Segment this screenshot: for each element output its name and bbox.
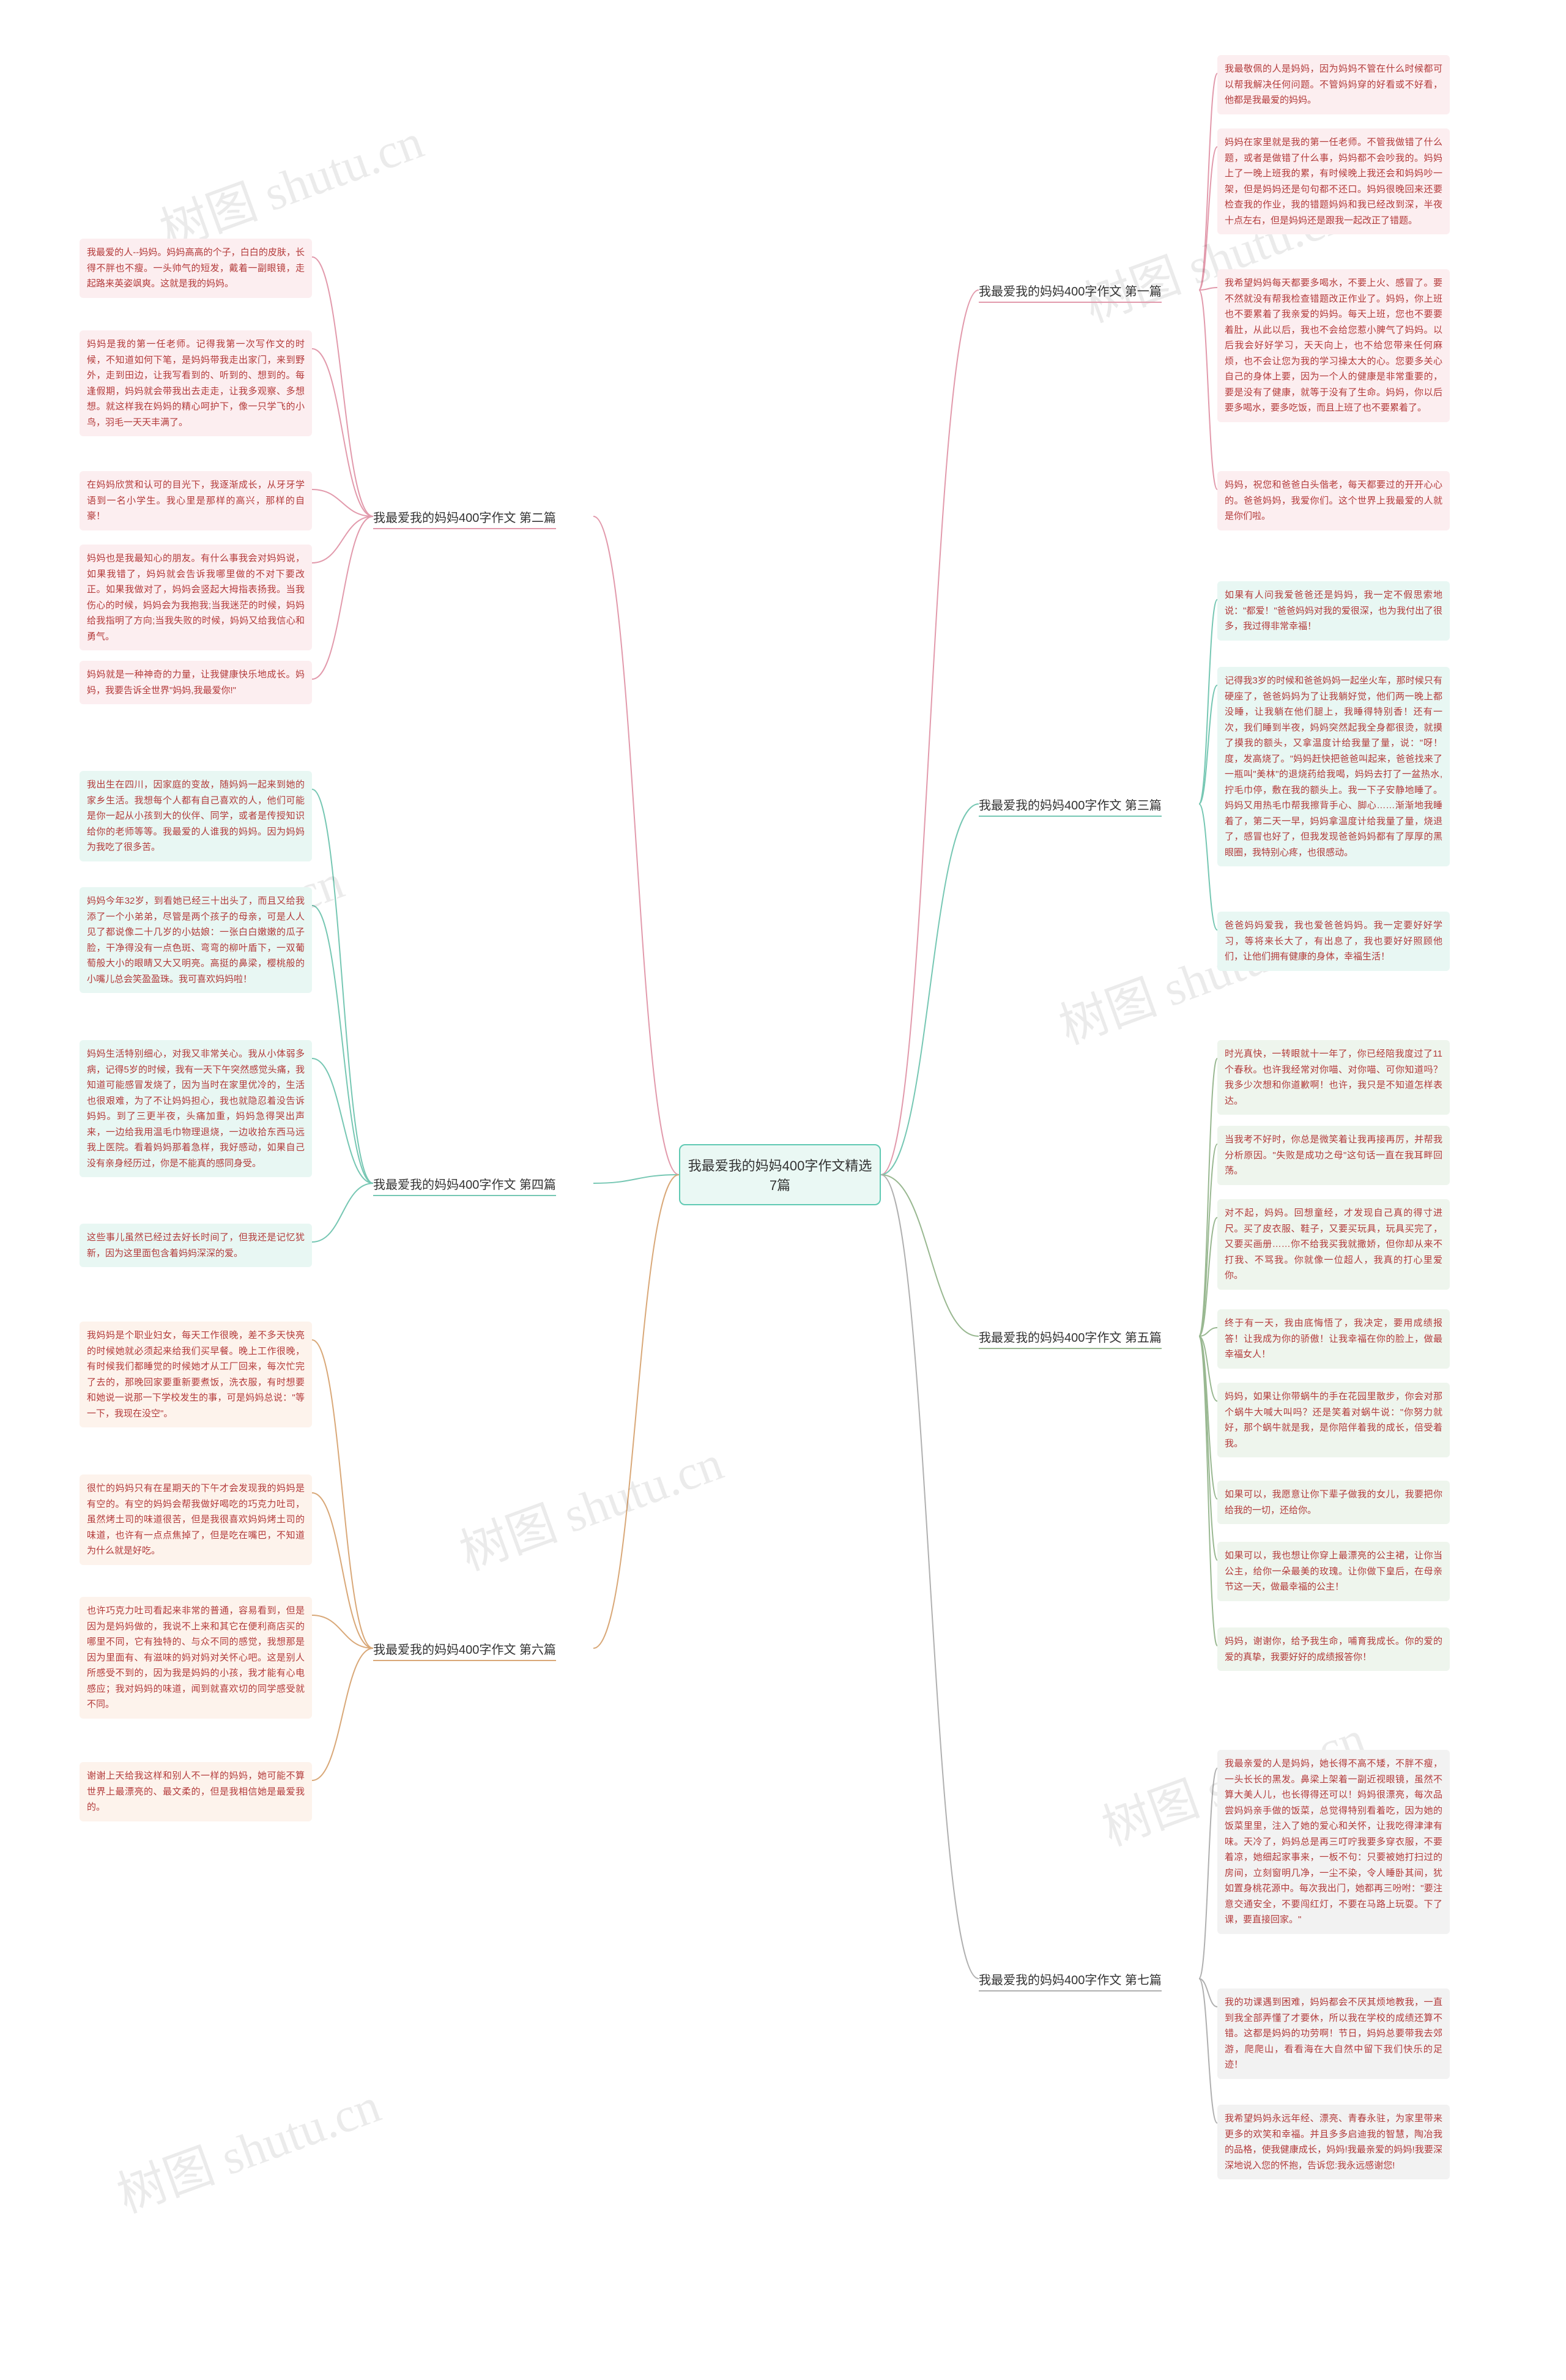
connector [1199,1979,1217,2123]
connector [312,257,373,516]
leaf-text: 这些事儿虽然已经过去好长时间了，但我还是记忆犹新，因为这里面包含着妈妈深深的爱。 [80,1224,312,1267]
connector [881,1175,979,1336]
branch-label: 我最爱我的妈妈400字作文 第六篇 [373,1640,556,1661]
leaf-text: 妈妈生活特别细心，对我又非常关心。我从小体弱多病，记得5岁的时候，我有一天下午突… [80,1040,312,1177]
connector [1199,1218,1217,1336]
branch-label: 我最爱我的妈妈400字作文 第三篇 [979,795,1162,817]
leaf-text: 记得我3岁的时候和爸爸妈妈一起坐火车，那时候只有硬座了，爸爸妈妈为了让我躺好觉，… [1217,667,1450,866]
connector [312,1058,373,1183]
leaf-text: 在妈妈欣赏和认可的目光下，我逐渐成长，从牙牙学语到一名小学生。我心里是那样的高兴… [80,471,312,530]
connector [312,789,373,1183]
center-node: 我最爱我的妈妈400字作文精选7篇 [679,1144,881,1205]
connector [1199,1336,1217,1499]
connector [1199,1979,1217,2007]
connector [312,906,373,1183]
leaf-text: 妈妈在家里就是我的第一任老师。不管我做错了什么题，或者是做错了什么事，妈妈都不会… [1217,128,1450,234]
center-title: 我最爱我的妈妈400字作文精选7篇 [686,1155,874,1194]
leaf-text: 我希望妈妈永远年经、漂亮、青春永驻，为家里带来更多的欢笑和幸福。并且多多启迪我的… [1217,2105,1450,2179]
connector [1199,1058,1217,1336]
leaf-text: 妈妈，谢谢你，给予我生命，哺育我成长。你的爱的爱的真挚，我要好好的成绩报答你！ [1217,1627,1450,1671]
leaf-text: 妈妈今年32岁，到看她已经三十出头了，而且又给我添了一个小弟弟，尽管是两个孩子的… [80,887,312,993]
branch-label: 我最爱我的妈妈400字作文 第四篇 [373,1175,556,1196]
connector [881,1175,979,1979]
connector [1199,600,1217,804]
leaf-text: 如果可以，我愿意让你下辈子做我的女儿，我要把你给我的一切，还给你。 [1217,1481,1450,1524]
connector [1199,1336,1217,1401]
connector [312,349,373,516]
leaf-text: 如果有人问我爱爸爸还是妈妈，我一定不假思索地说："都爱！"爸爸妈妈对我的爱很深，… [1217,581,1450,641]
connector [1199,1328,1217,1336]
connector [312,1340,373,1648]
leaf-text: 终于有一天，我由底悔悟了，我决定，要用成绩报答！让我成为你的骄傲！让我幸福在你的… [1217,1309,1450,1369]
connector [312,516,373,679]
watermark: 树图 shutu.cn [106,2066,388,2227]
connector [312,489,373,516]
leaf-text: 时光真快，一转眼就十一年了，你已经陪我度过了11个春秋。也许我经常对你喵、对你喵… [1217,1040,1450,1115]
leaf-text: 我妈妈是个职业妇女，每天工作很晚，差不多天快亮的时候她就必须起来给我们买早餐。晚… [80,1322,312,1427]
watermark: 树图 shutu.cn [449,1424,731,1585]
branch-label: 我最爱我的妈妈400字作文 第五篇 [979,1328,1162,1349]
leaf-text: 我最亲爱的人是妈妈，她长得不高不矮，不胖不瘦，一头长长的黑发。鼻梁上架着一副近视… [1217,1750,1450,1934]
leaf-text: 我希望妈妈每天都要多喝水，不要上火、感冒了。要不然就没有帮我检查错题改正作业了。… [1217,269,1450,422]
connector [312,1648,373,1780]
leaf-text: 我最爱的人--妈妈。妈妈高高的个子，白白的皮肤，长得不胖也不瘦。一头帅气的短发，… [80,239,312,298]
leaf-text: 我出生在四川，因家庭的变故，随妈妈一起来到她的家乡生活。我想每个人都有自己喜欢的… [80,771,312,861]
connector [881,804,979,1175]
connector [1199,804,1217,930]
leaf-text: 我的功课遇到困难，妈妈都会不厌其烦地教我，一直到我全部弄懂了才要休，所以我在学校… [1217,1988,1450,2079]
branch-label: 我最爱我的妈妈400字作文 第一篇 [979,281,1162,303]
leaf-text: 妈妈也是我最知心的朋友。有什么事我会对妈妈说，如果我错了，妈妈就会告诉我哪里做的… [80,545,312,650]
connector [312,516,373,563]
connector [1199,288,1217,290]
connector [1199,1144,1217,1336]
connector [593,516,679,1175]
connector [1199,1336,1217,1646]
branch-label: 我最爱我的妈妈400字作文 第七篇 [979,1970,1162,1991]
leaf-text: 也许巧克力吐司看起来非常的普通，容易看到，但是因为是妈妈做的，我说不上来和其它在… [80,1597,312,1719]
leaf-text: 如果可以，我也想让你穿上最漂亮的公主裙，让你当公主，给你一朵最美的玫瑰。让你做下… [1217,1542,1450,1601]
connector [593,1175,679,1648]
connector [312,1615,373,1648]
connector [593,1175,679,1183]
leaf-text: 爸爸妈妈爱我，我也爱爸爸妈妈。我一定要好好学习，等将来长大了，有出息了，我也要好… [1217,912,1450,971]
connector [1199,73,1217,290]
connector [1199,147,1217,290]
leaf-text: 很忙的妈妈只有在星期天的下午才会发现我的妈妈是有空的。有空的妈妈会帮我做好喝吃的… [80,1474,312,1565]
connector [312,1493,373,1648]
connector [312,1183,373,1242]
connector [1199,685,1217,804]
leaf-text: 妈妈是我的第一任老师。记得我第一次写作文的时候，不知道如何下笔，是妈妈带我走出家… [80,330,312,436]
leaf-text: 妈妈，祝您和爸爸白头偕老，每天都要过的开开心心的。爸爸妈妈，我爱你们。这个世界上… [1217,471,1450,530]
leaf-text: 对不起，妈妈。回想童经，才发现自己真的得寸进尺。买了皮衣服、鞋子，又要买玩具，玩… [1217,1199,1450,1290]
leaf-text: 当我考不好时，你总是微笑着让我再接再厉，并帮我分析原因。"失败是成功之母"这句话… [1217,1126,1450,1185]
connector [881,290,979,1175]
leaf-text: 妈妈就是一种神奇的力量，让我健康快乐地成长。妈妈，我要告诉全世界"妈妈,我最爱你… [80,661,312,704]
branch-label: 我最爱我的妈妈400字作文 第二篇 [373,508,556,529]
leaf-text: 谢谢上天给我这样和别人不一样的妈妈，她可能不算世界上最漂亮的、最文柔的，但是我相… [80,1762,312,1821]
leaf-text: 我最敬佩的人是妈妈，因为妈妈不管在什么时候都可以帮我解决任何问题。不管妈妈穿的好… [1217,55,1450,114]
connector [1199,290,1217,489]
connector [1199,1768,1217,1979]
connector [1199,1336,1217,1560]
leaf-text: 妈妈，如果让你带蜗牛的手在花园里散步，你会对那个蜗牛大喊大叫吗？还是笑着对蜗牛说… [1217,1383,1450,1457]
